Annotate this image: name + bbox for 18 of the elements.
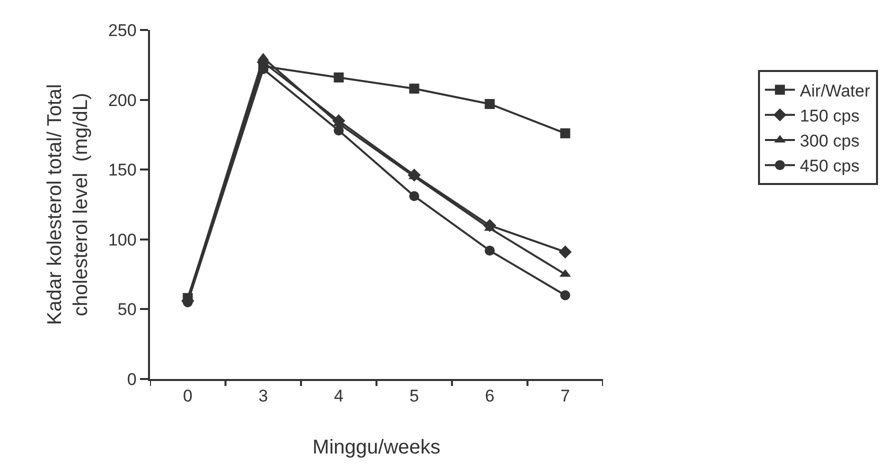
x-tick-label: 6 <box>484 386 494 406</box>
legend-label: Air/Water <box>800 81 870 100</box>
y-tick-label: 150 <box>108 160 137 180</box>
x-tick-label: 3 <box>258 386 268 406</box>
x-tick-label: 7 <box>560 386 570 406</box>
legend-label: 150 cps <box>800 106 860 126</box>
x-tick-label: 4 <box>334 386 344 406</box>
x-axis-title: Minggu/weeks <box>312 436 440 458</box>
y-tick-label: 100 <box>108 230 137 250</box>
x-tick-label: 0 <box>183 386 192 406</box>
y-tick-label: 0 <box>127 370 137 389</box>
x-tick-label: 5 <box>409 386 419 406</box>
y-axis-title: Kadar kolesterol total/ Total cholesterol level (mg/dL) <box>44 84 92 325</box>
y-tick-label: 50 <box>118 300 137 320</box>
y-tick-label: 200 <box>108 90 137 110</box>
legend-label: 450 cps <box>800 156 860 176</box>
y-tick-label: 250 <box>108 20 137 40</box>
legend-label: 300 cps <box>800 132 860 151</box>
